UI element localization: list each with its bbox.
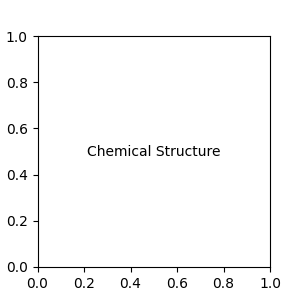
Text: Chemical Structure: Chemical Structure <box>87 145 220 158</box>
